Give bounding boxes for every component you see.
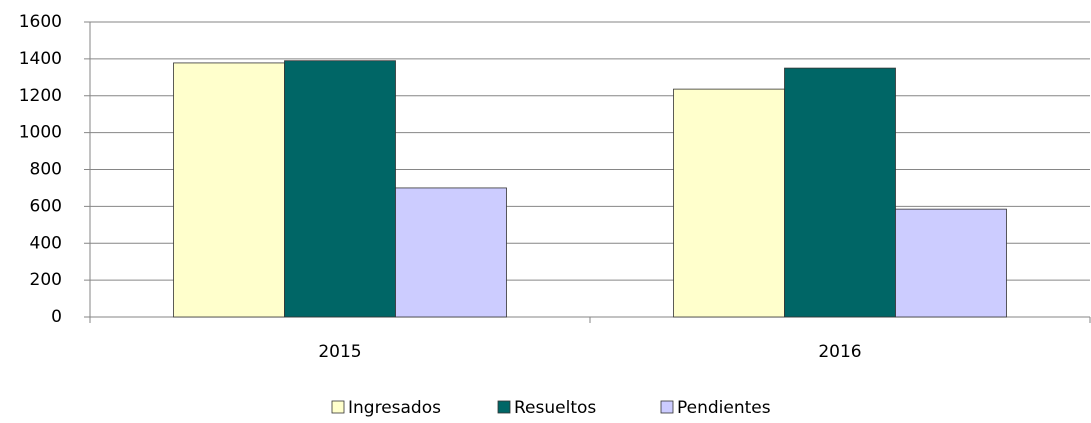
x-tick-label: 2016: [818, 342, 861, 362]
bar: [395, 187, 507, 318]
y-tick-label: 400: [30, 233, 62, 253]
bar: [673, 88, 785, 318]
bar: [784, 67, 896, 318]
legend-label: Pendientes: [677, 398, 771, 418]
legend-label: Ingresados: [348, 398, 441, 418]
legend-swatch: [331, 400, 345, 414]
y-tick-label: 1600: [19, 12, 62, 32]
bar: [173, 62, 285, 318]
y-tick-label: 600: [30, 196, 62, 216]
y-tick-label: 1000: [19, 123, 62, 143]
y-tick-label: 200: [30, 270, 62, 290]
x-tick-label: 2015: [318, 342, 361, 362]
y-tick-label: 1200: [19, 86, 62, 106]
bar: [284, 60, 396, 318]
bar: [895, 208, 1007, 318]
legend-swatch: [660, 400, 674, 414]
legend-label: Resueltos: [514, 398, 596, 418]
y-tick-label: 0: [51, 307, 62, 327]
legend-swatch: [497, 400, 511, 414]
y-tick-label: 1400: [19, 49, 62, 69]
y-tick-label: 800: [30, 160, 62, 180]
